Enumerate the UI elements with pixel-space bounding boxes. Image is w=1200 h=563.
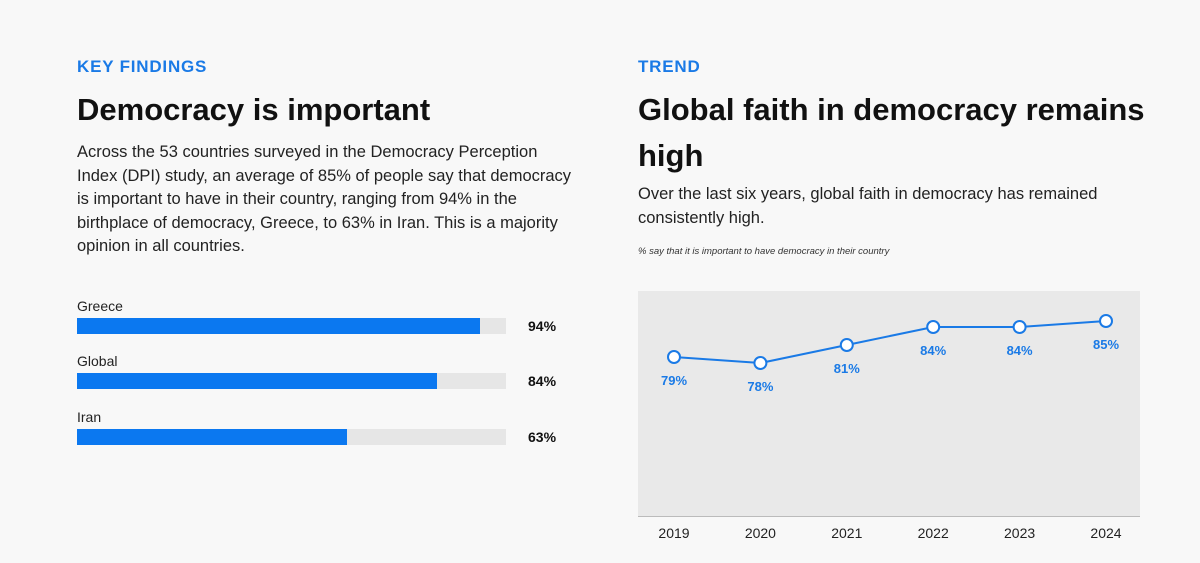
bar-track bbox=[77, 429, 506, 445]
trend-eyebrow: TREND bbox=[638, 57, 701, 76]
x-tick-label: 2020 bbox=[745, 525, 776, 541]
trend-chart-note: % say that it is important to have democ… bbox=[638, 246, 890, 257]
x-tick-label: 2024 bbox=[1090, 525, 1121, 541]
key-findings-headline: Democracy is important bbox=[77, 92, 431, 127]
data-label: 81% bbox=[834, 361, 860, 376]
data-point bbox=[753, 356, 768, 370]
bar-label: Greece bbox=[77, 298, 123, 314]
trend-body: Over the last six years, global faith in… bbox=[638, 185, 1098, 227]
bar-fill bbox=[77, 373, 438, 389]
data-label: 78% bbox=[747, 379, 773, 394]
x-tick-label: 2019 bbox=[658, 525, 689, 541]
data-point bbox=[667, 350, 681, 364]
bar-value-label: 94% bbox=[528, 318, 557, 334]
data-label: 79% bbox=[661, 373, 687, 388]
bar-value-label: 84% bbox=[528, 373, 557, 389]
data-point bbox=[1099, 314, 1113, 328]
data-point bbox=[1012, 320, 1027, 334]
plot-area bbox=[638, 291, 1140, 516]
bar-track bbox=[77, 318, 506, 334]
data-point bbox=[926, 320, 941, 334]
x-tick-label: 2021 bbox=[831, 525, 862, 541]
data-label: 85% bbox=[1093, 337, 1119, 352]
bar-track bbox=[77, 373, 506, 389]
bar-label: Global bbox=[77, 353, 118, 369]
data-label: 84% bbox=[920, 343, 946, 358]
x-tick-label: 2023 bbox=[1004, 525, 1035, 541]
bar-row-global: Global 84% bbox=[77, 353, 577, 403]
x-tick-label: 2022 bbox=[918, 525, 949, 541]
data-point bbox=[839, 338, 854, 352]
trend-headline: Global faith in democracy remains high bbox=[638, 92, 1145, 173]
bar-value-label: 63% bbox=[528, 429, 557, 445]
series-line bbox=[673, 320, 1107, 365]
bar-fill bbox=[77, 318, 481, 334]
bar-row-greece: Greece 94% bbox=[77, 298, 577, 348]
key-findings-eyebrow: KEY FINDINGS bbox=[77, 57, 208, 76]
bar-row-iran: Iran 63% bbox=[77, 409, 577, 459]
bar-label: Iran bbox=[77, 409, 102, 425]
bar-fill bbox=[77, 429, 348, 445]
trend-line-chart: 79% 2019 78% 2020 81% 2021 84% 2022 84% 2023 85% 20… bbox=[638, 291, 1140, 541]
data-label: 84% bbox=[1007, 343, 1033, 358]
key-findings-body: Across the 53 countries surveyed in the … bbox=[77, 143, 572, 255]
